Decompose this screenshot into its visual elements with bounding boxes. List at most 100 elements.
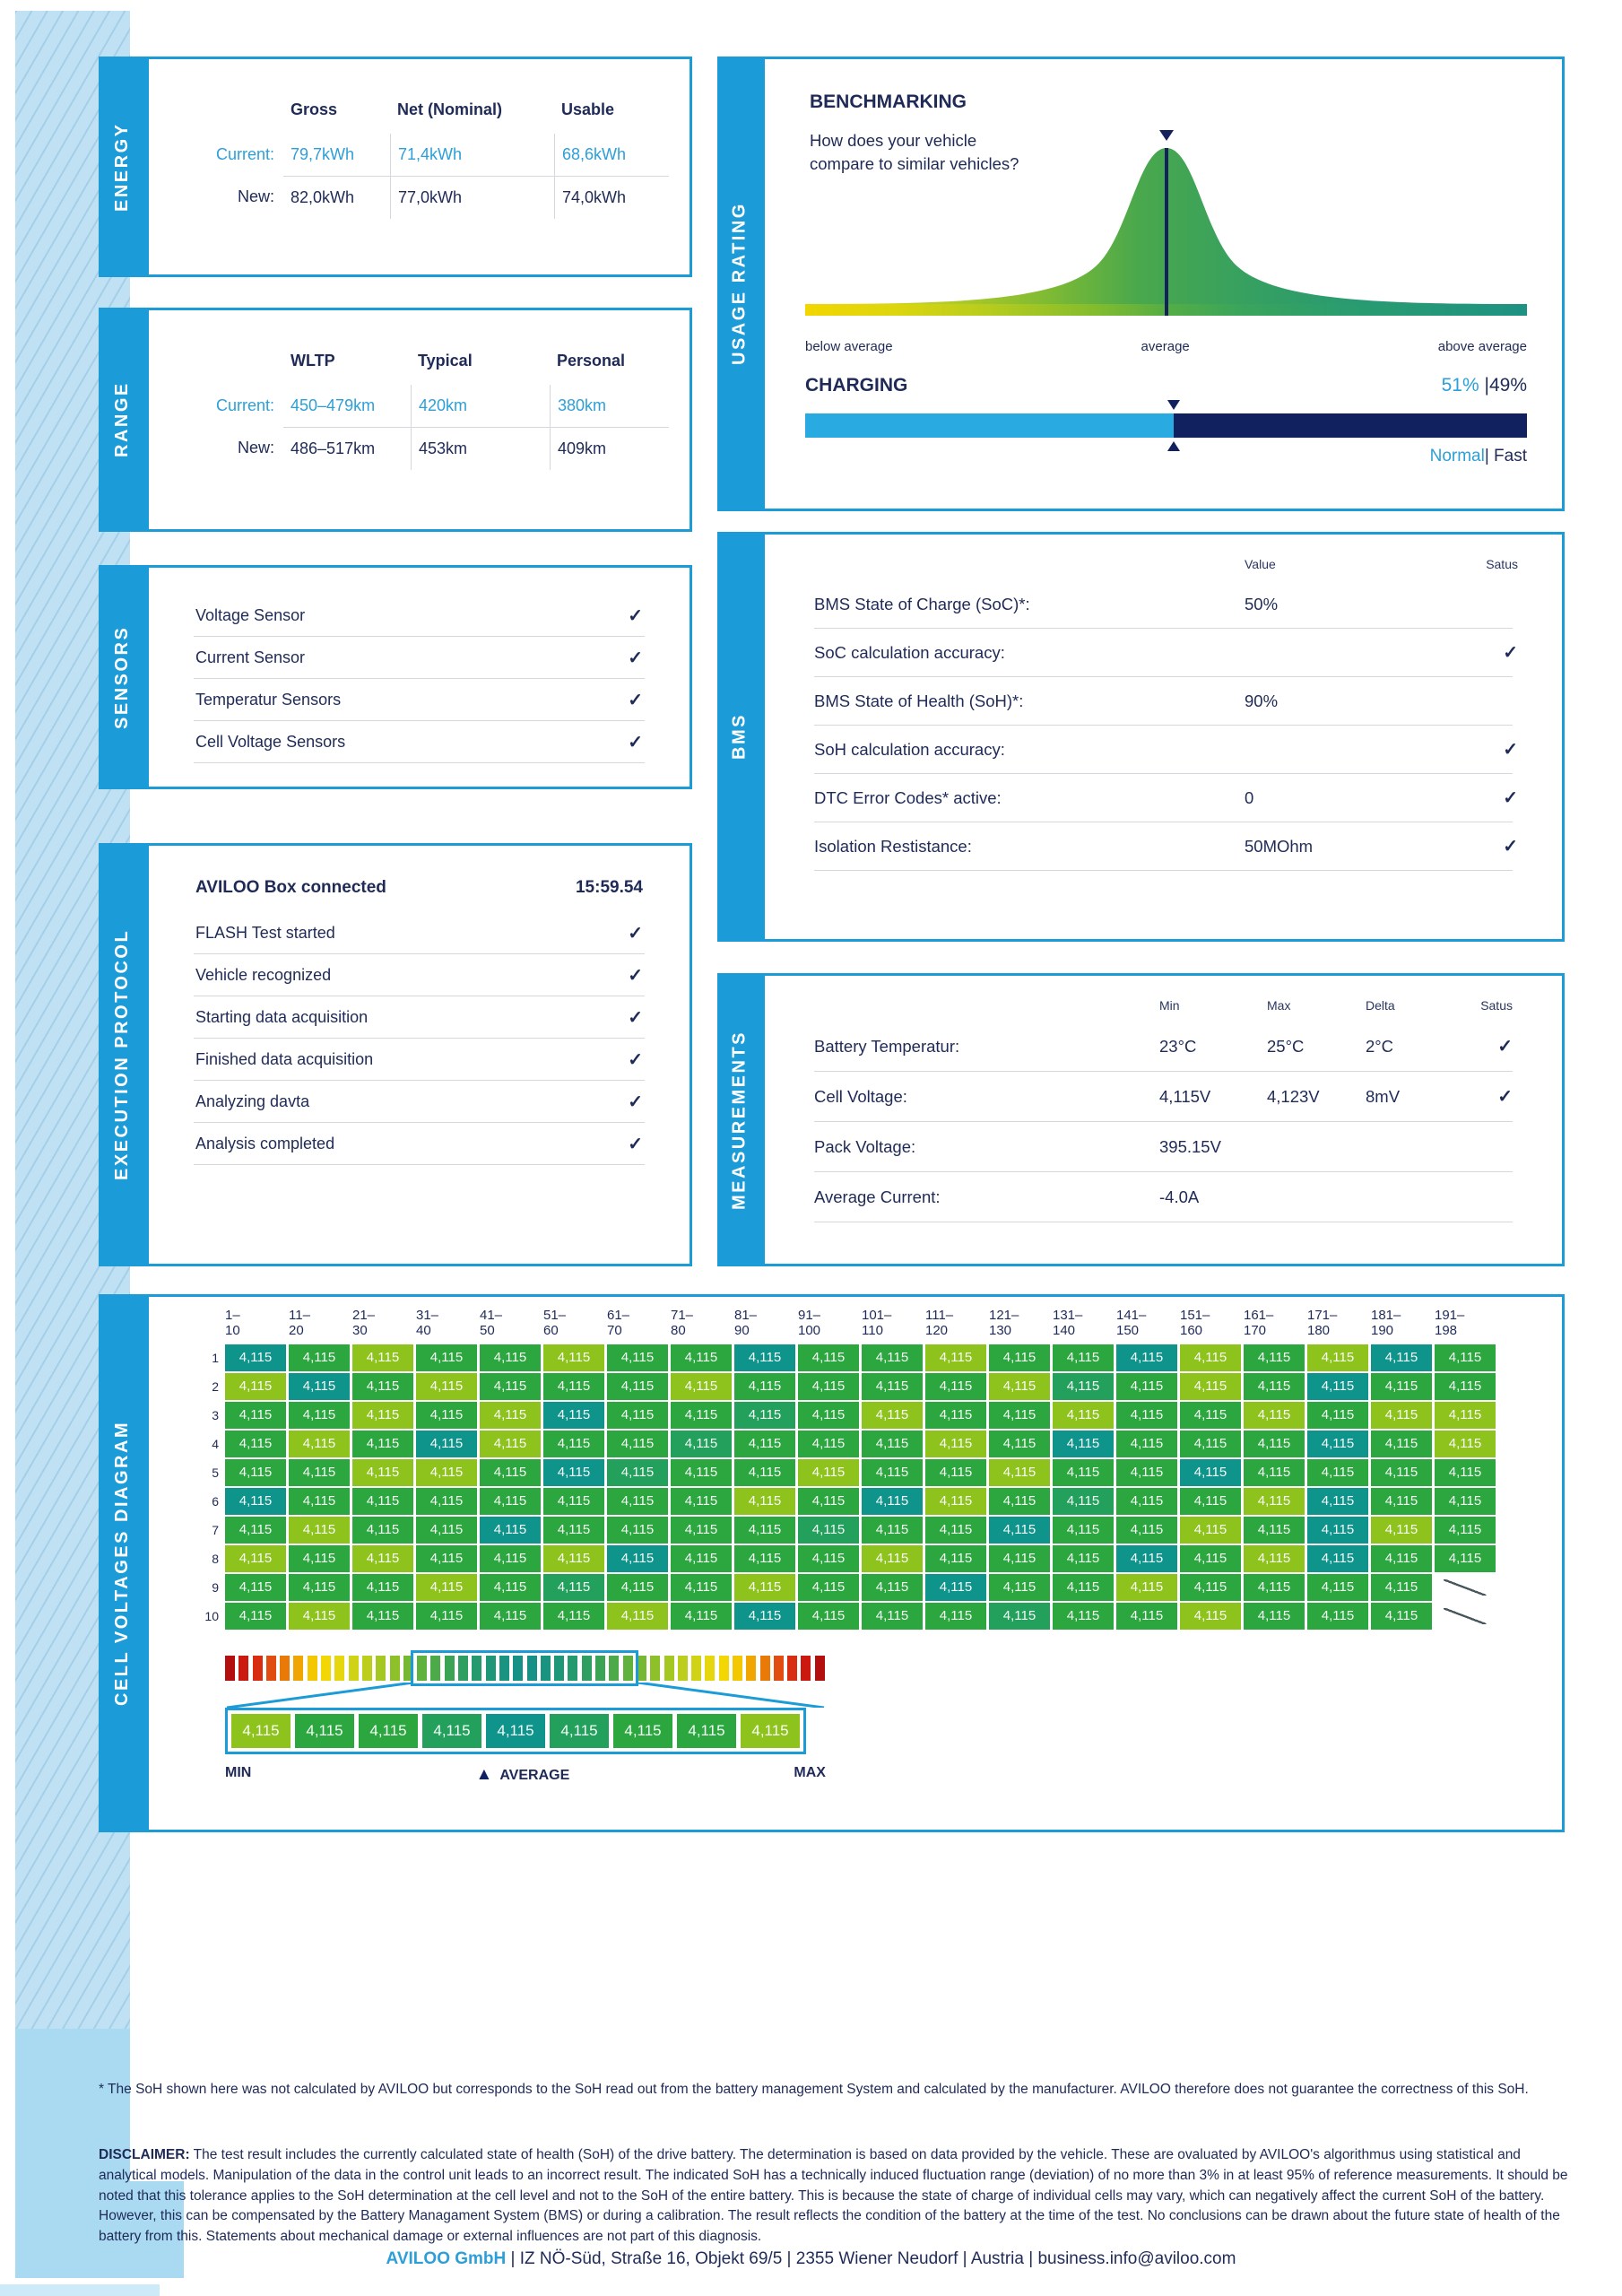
cell-voltage-cell: 4,115 — [1053, 1430, 1114, 1457]
cell-voltage-cell: 4,115 — [671, 1516, 732, 1544]
cell-voltage-cell: 4,115 — [352, 1401, 413, 1429]
energy-card: Gross Net (Nominal) Usable Current: 79,7kWh 7… — [146, 57, 692, 277]
execution-step-row: Starting data acquisition ✓ — [194, 996, 645, 1039]
cell-voltage-cell: 4,115 — [925, 1344, 986, 1371]
tab-range: RANGE — [99, 308, 146, 532]
measurement-value: 2°C — [1366, 1037, 1394, 1056]
cell-voltage-cell: 4,115 — [1053, 1602, 1114, 1630]
scale-color-block — [526, 1656, 537, 1681]
scale-color-block — [403, 1656, 413, 1681]
magnified-cell: 4,115 — [295, 1714, 354, 1748]
cell-group-header: 51– 60 — [543, 1308, 604, 1339]
cell-voltage-cell: 4,115 — [607, 1602, 668, 1630]
cell-voltage-cell: 4,115 — [352, 1458, 413, 1486]
energy-header-1: Net (Nominal) — [397, 100, 502, 118]
range-header-0: WLTP — [291, 352, 335, 370]
bms-row-value: 50% — [1245, 595, 1279, 613]
range-value: 450–479km — [291, 396, 376, 414]
cell-voltages-row: 5 4,115 4,115 4,115 4,115 4,115 4,115 4,115 4,11… — [192, 1458, 1498, 1486]
cell-voltage-cell: 4,115 — [1053, 1372, 1114, 1400]
bms-row-label: DTC Error Codes* active: — [814, 788, 1002, 807]
cell-voltage-cell: 4,115 — [1435, 1401, 1496, 1429]
cell-group-header-bottom: 190 — [1371, 1323, 1394, 1339]
cell-group-header-bottom: 180 — [1307, 1323, 1331, 1339]
scale-color-block — [265, 1656, 276, 1681]
magnified-cell: 4,115 — [486, 1714, 545, 1748]
cell-group-header-bottom: 50 — [480, 1323, 495, 1339]
cell-group-header-top: 11– — [289, 1308, 310, 1323]
cell-voltages-card: 1– 10 11– 20 21– 30 31– 40 41– 50 51– 60 61– 70 71– 80 8… — [146, 1294, 1565, 1832]
charging-normal-label: Normal — [1429, 447, 1485, 465]
cell-voltage-cell: 4,115 — [416, 1487, 477, 1515]
measurement-value: -4.0A — [1159, 1187, 1200, 1206]
cell-voltage-cell: 4,115 — [1371, 1602, 1432, 1630]
cell-row-number: 1 — [212, 1350, 219, 1365]
cell-voltage-cell: 4,115 — [352, 1516, 413, 1544]
check-icon: ✓ — [628, 965, 643, 986]
bms-row-label: SoC calculation accuracy: — [814, 643, 1005, 662]
cell-group-header: 61– 70 — [607, 1308, 668, 1339]
cell-voltage-cell: 4,115 — [862, 1487, 923, 1515]
charging-normal-pct: 51% — [1441, 375, 1479, 396]
cell-group-header: 191– 198 — [1435, 1308, 1496, 1339]
sensors-card: Voltage Sensor ✓ Current Sensor ✓ Temperatur… — [146, 565, 692, 789]
aviloo-box-connected-label: AVILOO Box connected — [195, 878, 386, 897]
cell-group-header: 111– 120 — [925, 1308, 986, 1339]
cell-voltage-cell: 4,115 — [1053, 1573, 1114, 1601]
cell-no-data-slash-icon — [1435, 1573, 1496, 1601]
cell-voltage-cell: 4,115 — [734, 1344, 795, 1371]
cell-group-header: 41– 50 — [480, 1308, 541, 1339]
cell-voltage-cell: 4,115 — [862, 1544, 923, 1572]
cell-voltage-cell: 4,115 — [225, 1487, 286, 1515]
cell-voltage-cell: 4,115 — [416, 1401, 477, 1429]
cell-voltage-cell: 4,115 — [925, 1602, 986, 1630]
cell-voltage-cell: 4,115 — [607, 1372, 668, 1400]
cell-voltage-cell: 4,115 — [989, 1344, 1050, 1371]
cell-voltage-cell: 4,115 — [1116, 1458, 1177, 1486]
cell-voltage-cell: 4,115 — [989, 1458, 1050, 1486]
magnified-cells-row: 4,115 4,115 4,115 4,115 4,115 4,115 4,115 4,115… — [225, 1708, 806, 1754]
connection-time: 15:59.54 — [575, 878, 643, 897]
energy-value: 82,0kWh — [283, 176, 390, 219]
cell-voltage-cell: 4,115 — [225, 1344, 286, 1371]
cell-voltage-cell: 4,115 — [1307, 1372, 1368, 1400]
cell-voltage-cell: 4,115 — [989, 1487, 1050, 1515]
cell-voltage-cell: 4,115 — [289, 1516, 350, 1544]
cell-voltage-cell: 4,115 — [352, 1487, 413, 1515]
execution-protocol-card: AVILOO Box connected 15:59.54 FLASH Test… — [146, 843, 692, 1266]
cell-voltage-cell: 4,115 — [734, 1544, 795, 1572]
cell-group-header: 161– 170 — [1244, 1308, 1305, 1339]
scale-color-block — [225, 1656, 235, 1681]
cell-voltage-cell: 4,115 — [225, 1516, 286, 1544]
cell-group-header-top: 21– — [352, 1308, 376, 1323]
measurements-header-spacer — [814, 998, 1159, 1013]
connector-left-line — [226, 1683, 414, 1708]
cell-voltage-cell: 4,115 — [225, 1573, 286, 1601]
tab-measurements: MEASUREMENTS — [717, 973, 762, 1266]
bms-row-value: 90% — [1245, 691, 1279, 710]
cell-group-header-top: 51– — [543, 1308, 567, 1323]
energy-value: 74,0kWh — [554, 176, 669, 219]
disclaimer-text: The test result includes the currently c… — [99, 2147, 1568, 2245]
cell-voltage-cell: 4,115 — [671, 1372, 732, 1400]
execution-step-label: FLASH Test started — [195, 924, 335, 942]
measurement-value: 25°C — [1267, 1037, 1305, 1056]
scale-color-block — [361, 1656, 372, 1681]
average-label: average — [1141, 339, 1190, 354]
sensors-list: Voltage Sensor ✓ Current Sensor ✓ Temperatur… — [194, 595, 645, 763]
execution-step-row: FLASH Test started ✓ — [194, 912, 645, 954]
measurement-value: 395.15V — [1159, 1137, 1221, 1156]
cell-voltage-cell: 4,115 — [1244, 1544, 1305, 1572]
average-label-row: ▲ AVERAGE — [476, 1765, 570, 1785]
soh-footnote: * The SoH shown here was not calculated … — [99, 2082, 1529, 2097]
cell-voltage-cell: 4,115 — [289, 1372, 350, 1400]
cell-voltage-cell: 4,115 — [289, 1430, 350, 1457]
cell-row-number: 3 — [212, 1407, 219, 1422]
scale-color-block — [691, 1656, 702, 1681]
cell-voltage-cell: 4,115 — [1116, 1344, 1177, 1371]
magnified-cell: 4,115 — [359, 1714, 418, 1748]
cell-voltage-cell: 4,115 — [1307, 1344, 1368, 1371]
cell-voltages-row: 9 4,115 4,115 4,115 4,115 4,115 4,115 4,115 4,11… — [192, 1573, 1498, 1601]
scale-color-block — [746, 1656, 757, 1681]
cell-voltage-cell: 4,115 — [1435, 1372, 1496, 1400]
